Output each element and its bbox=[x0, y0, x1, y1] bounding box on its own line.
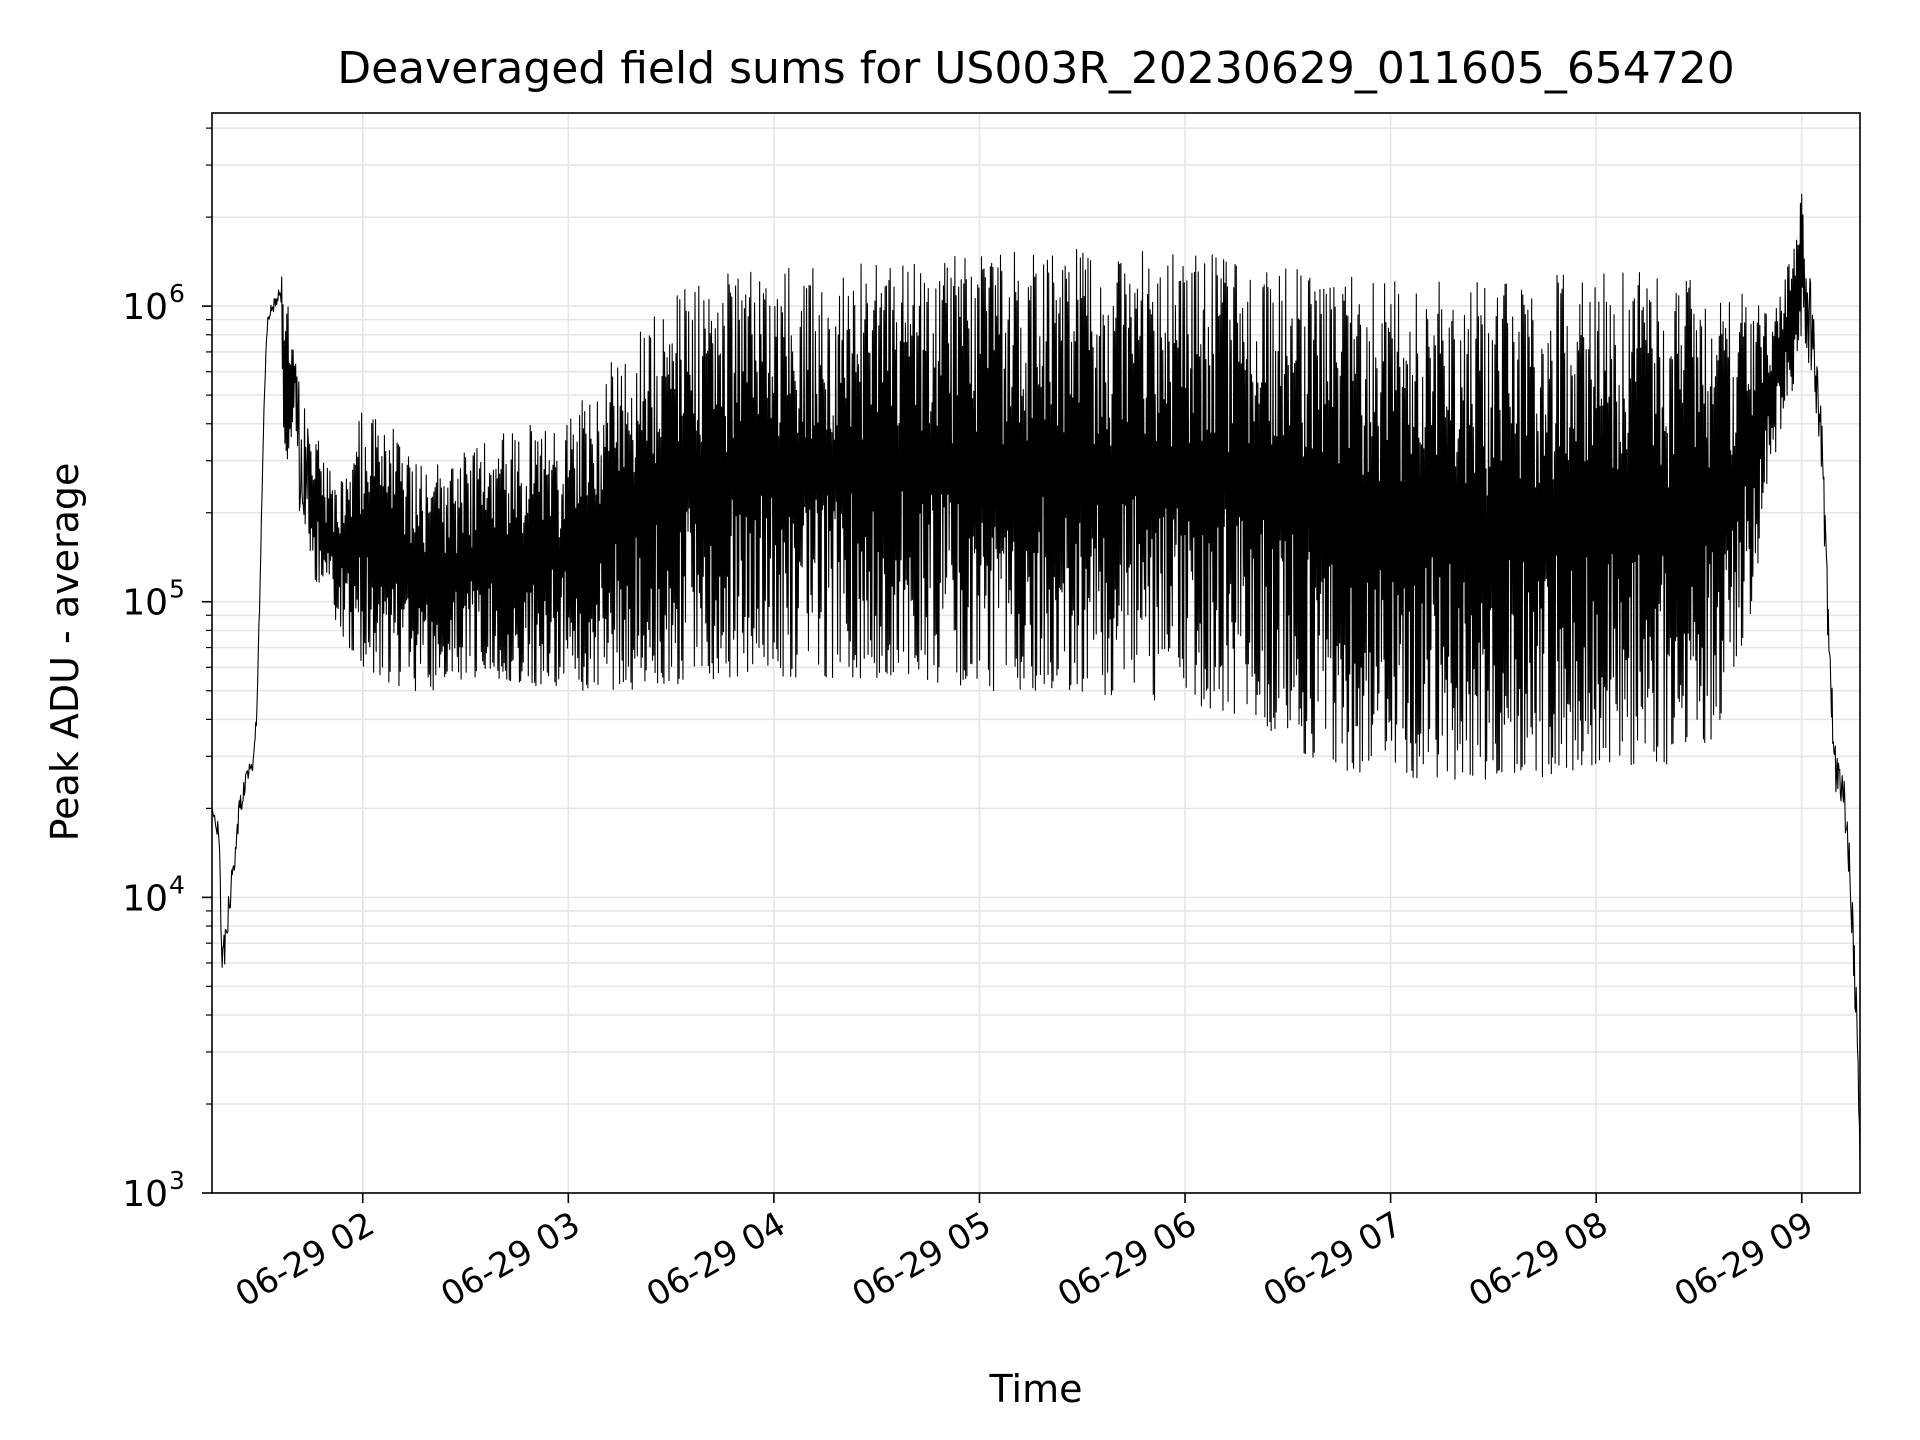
y-tick-label: 10 bbox=[122, 583, 168, 624]
y-tick-label-exponent: 4 bbox=[169, 870, 185, 899]
plot-area-frame bbox=[211, 112, 1861, 1194]
y-tick-label: 10 bbox=[122, 878, 168, 919]
chart-title: Deaveraged field sums for US003R_2023062… bbox=[337, 43, 1735, 94]
y-tick-label: 10 bbox=[122, 287, 168, 328]
y-tick-label-exponent: 6 bbox=[169, 279, 185, 308]
series-line bbox=[211, 193, 1861, 1162]
y-tick-label-exponent: 3 bbox=[169, 1166, 185, 1195]
x-axis-label: Time bbox=[989, 1367, 1083, 1411]
series-trace bbox=[211, 193, 1861, 1162]
y-tick-label-exponent: 5 bbox=[169, 575, 185, 604]
y-axis-label: Peak ADU - average bbox=[43, 463, 87, 842]
y-tick-label: 10 bbox=[122, 1174, 168, 1215]
